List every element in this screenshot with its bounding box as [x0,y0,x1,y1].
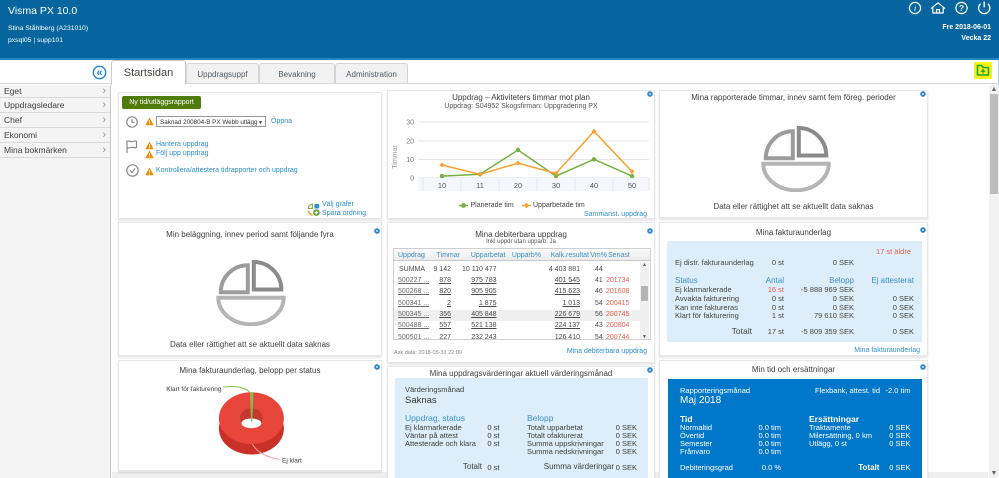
svg-text:Timmar: Timmar [392,145,399,169]
svg-text:i: i [914,3,917,13]
svg-text:!: ! [149,120,151,126]
svg-text:«: « [96,67,102,79]
svg-text:11: 11 [476,181,484,190]
svg-text:30: 30 [552,181,560,190]
svg-text:10: 10 [406,157,414,164]
svg-text:20: 20 [514,181,522,190]
svg-text:?: ? [959,3,964,13]
svg-text:30: 30 [406,120,414,127]
svg-text:!: ! [149,170,151,176]
svg-text:!: ! [149,144,151,150]
svg-text:40: 40 [590,181,598,190]
svg-text:50: 50 [628,181,636,190]
svg-text:Klart för fakturering: Klart för fakturering [166,386,222,393]
svg-text:Ej klart: Ej klart [282,458,302,465]
svg-text:0: 0 [410,176,414,183]
svg-text:20: 20 [406,139,414,146]
svg-text:!: ! [149,153,151,159]
svg-text:10: 10 [438,181,446,190]
